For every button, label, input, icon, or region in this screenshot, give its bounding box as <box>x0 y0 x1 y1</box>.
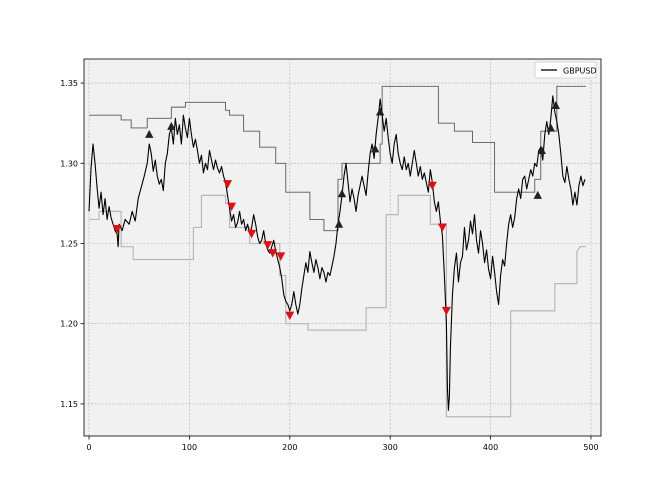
x-tick-label: 0 <box>86 443 91 452</box>
lower-band-line <box>89 194 586 418</box>
sell-signal-marker <box>285 311 295 321</box>
sell-signal-marker <box>247 229 257 239</box>
buy-signal-marker <box>337 189 347 198</box>
y-tick-label: 1.25 <box>60 239 78 248</box>
sell-signal-marker <box>112 225 122 234</box>
buy-signal-marker <box>334 219 344 228</box>
sell-signal-marker <box>441 306 451 316</box>
y-tick-label: 1.30 <box>60 159 78 168</box>
signal-markers <box>112 101 561 321</box>
sell-signal-marker <box>268 249 278 258</box>
grid-lines <box>84 59 601 436</box>
buy-signal-marker <box>551 101 561 110</box>
legend-label: GBPUSD <box>563 67 597 76</box>
x-tick-label: 300 <box>383 443 398 452</box>
x-tick-label: 100 <box>182 443 197 452</box>
legend: GBPUSD <box>534 61 597 79</box>
axes: 0 100 200 300 400 500 1.15 1.20 1.25 1.30 1.35 <box>60 79 598 452</box>
sell-signal-marker <box>223 180 233 189</box>
legend-box <box>534 61 597 79</box>
buy-signal-marker <box>145 129 154 138</box>
band-lines <box>89 85 586 418</box>
x-tick-label: 500 <box>583 443 598 452</box>
sell-signal-marker <box>437 223 447 232</box>
buy-signal-marker <box>546 123 556 132</box>
sell-signal-marker <box>227 202 237 212</box>
buy-signal-marker <box>167 121 176 130</box>
sell-signal-marker <box>427 181 437 191</box>
buy-signal-marker <box>375 107 385 116</box>
buy-signal-marker <box>537 145 546 154</box>
buy-signal-marker <box>370 144 380 153</box>
y-tick-label: 1.20 <box>60 320 78 329</box>
upper-band-line <box>89 85 586 232</box>
plot-background <box>83 58 602 437</box>
price-line-layer <box>88 95 586 411</box>
y-tick-label: 1.35 <box>60 79 78 88</box>
sell-signal-marker <box>276 252 286 261</box>
price-line <box>88 95 586 411</box>
sell-signal-marker <box>263 241 273 250</box>
x-tick-label: 400 <box>483 443 498 452</box>
x-tick-label: 200 <box>282 443 297 452</box>
buy-signal-marker <box>533 190 542 199</box>
y-tick-label: 1.15 <box>60 400 78 409</box>
